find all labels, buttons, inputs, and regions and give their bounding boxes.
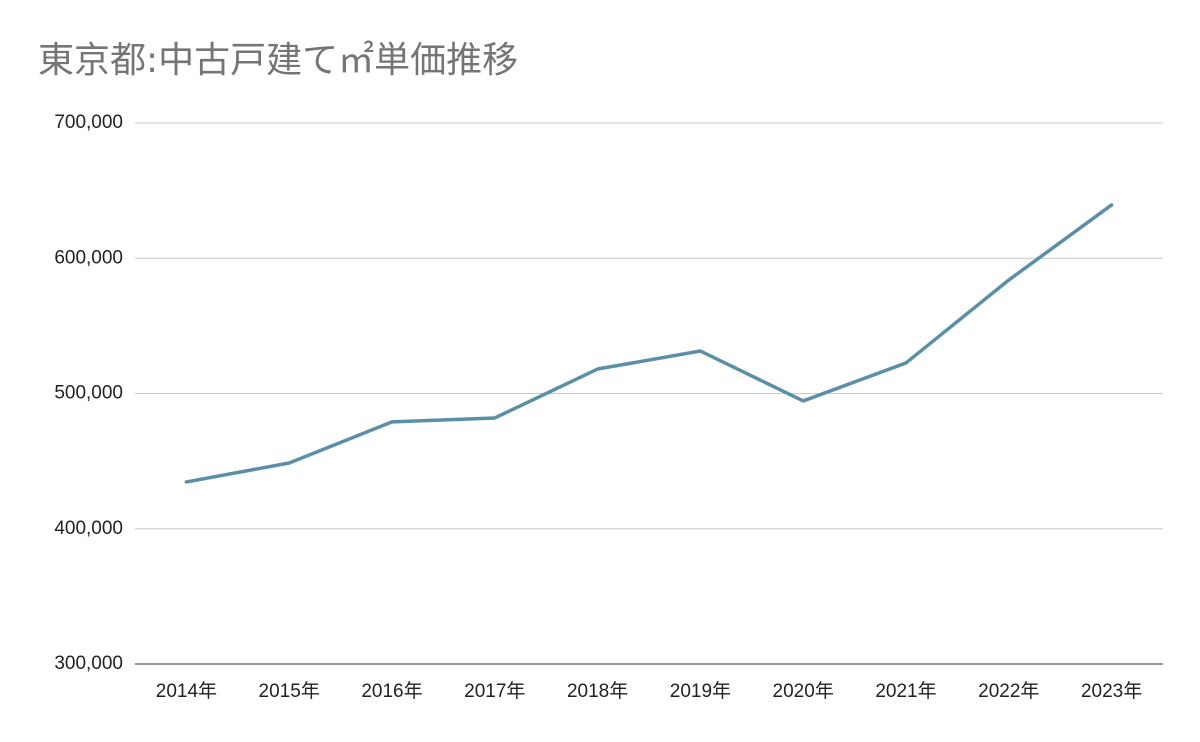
x-tick-label: 2018年 <box>567 680 628 702</box>
x-tick-label: 2017年 <box>464 680 525 702</box>
y-tick-label: 500,000 <box>54 383 123 404</box>
x-tick-label: 2022年 <box>978 680 1039 702</box>
x-tick-label: 2015年 <box>259 680 320 702</box>
y-tick-label: 700,000 <box>54 112 123 133</box>
x-tick-label: 2014年 <box>156 680 217 702</box>
x-tick-label: 2021年 <box>875 680 936 702</box>
x-tick-label: 2019年 <box>670 680 731 702</box>
chart-title: 東京都:中古戸建て㎡単価推移 <box>38 39 518 81</box>
x-tick-label: 2023年 <box>1081 680 1142 702</box>
y-tick-label: 600,000 <box>54 247 123 268</box>
x-tick-label: 2016年 <box>361 680 422 702</box>
y-tick-label: 300,000 <box>54 653 123 674</box>
y-tick-label: 400,000 <box>54 518 123 539</box>
line-series <box>184 203 1114 484</box>
x-tick-label: 2020年 <box>773 680 834 702</box>
